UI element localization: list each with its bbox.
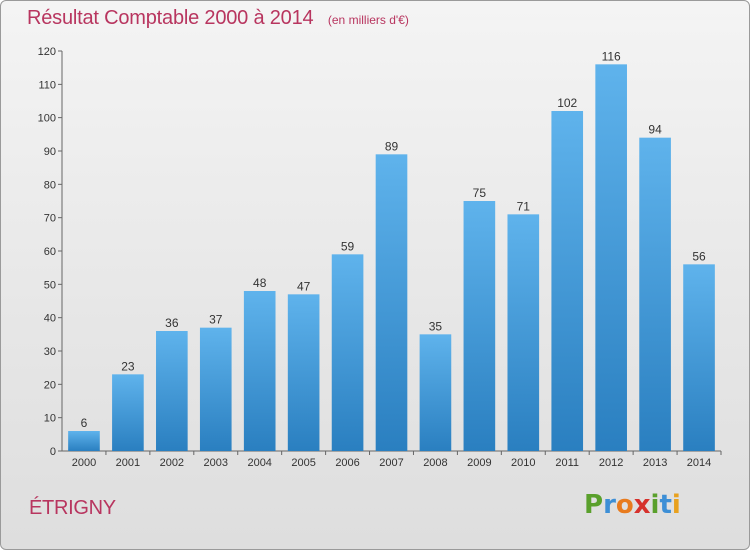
data-label: 94 (648, 123, 662, 137)
data-label: 102 (557, 96, 577, 110)
x-tick-label: 2005 (291, 457, 315, 469)
x-tick-label: 2013 (643, 457, 667, 469)
y-tick-label: 10 (44, 413, 56, 425)
data-label: 37 (209, 313, 223, 327)
x-tick-label: 2002 (160, 457, 184, 469)
bar (243, 291, 276, 451)
logo-letter: x (633, 490, 651, 520)
x-tick-label: 2001 (116, 457, 140, 469)
y-tick-label: 30 (44, 346, 56, 358)
x-tick-label: 2000 (72, 457, 96, 469)
x-tick-label: 2007 (379, 457, 403, 469)
x-tick-label: 2014 (687, 457, 711, 469)
data-label: 35 (429, 319, 443, 333)
logo-letter: i (671, 490, 681, 520)
x-tick-label: 2009 (467, 457, 491, 469)
x-tick-label: 2010 (511, 457, 535, 469)
bar (375, 154, 408, 452)
logo-letter: t (659, 490, 672, 520)
x-tick-label: 2011 (555, 457, 579, 469)
bar (199, 327, 232, 451)
y-tick-label: 70 (44, 213, 56, 225)
bar (507, 214, 540, 451)
data-label: 36 (165, 316, 179, 330)
y-tick-label: 50 (44, 279, 56, 291)
data-label: 56 (692, 249, 706, 263)
y-tick-label: 60 (44, 246, 56, 258)
y-tick-label: 80 (44, 179, 56, 191)
data-label: 48 (253, 276, 267, 290)
chart-unit: (en milliers d'€) (327, 13, 409, 27)
y-tick-label: 100 (38, 113, 56, 125)
y-tick-label: 110 (38, 79, 56, 91)
x-tick-label: 2006 (335, 457, 359, 469)
data-label: 59 (341, 239, 355, 253)
bar (331, 254, 364, 451)
logo-letter: o (615, 490, 634, 520)
bar (683, 264, 715, 451)
data-label: 116 (602, 49, 621, 63)
logo-letter: i (650, 490, 660, 520)
logo-letter: P (584, 490, 604, 520)
data-label: 6 (81, 416, 88, 430)
y-tick-label: 40 (44, 313, 56, 325)
bar (287, 294, 320, 451)
commune-name: ÉTRIGNY (29, 497, 116, 519)
y-tick-label: 20 (44, 379, 56, 391)
y-tick-label: 90 (44, 146, 56, 158)
bar (463, 201, 496, 451)
x-tick-label: 2003 (204, 457, 228, 469)
bar (595, 64, 627, 452)
data-label: 71 (517, 199, 531, 213)
chart-title-row: Résultat Comptable 2000 à 2014 (en milli… (27, 7, 409, 30)
data-label: 75 (473, 186, 487, 200)
y-tick-label: 0 (50, 446, 56, 458)
bar (419, 334, 452, 451)
bar (68, 431, 100, 451)
x-tick-label: 2004 (247, 457, 271, 469)
data-label: 23 (121, 359, 135, 373)
bar (551, 111, 584, 451)
x-tick-label: 2008 (423, 457, 447, 469)
chart-title: Résultat Comptable 2000 à 2014 (27, 7, 314, 29)
logo-letter: r (603, 490, 616, 520)
data-label: 89 (385, 139, 399, 153)
bar (112, 374, 144, 451)
y-tick-label: 120 (38, 46, 56, 58)
bar (156, 331, 188, 451)
x-tick-label: 2012 (599, 457, 623, 469)
bar (639, 137, 671, 451)
data-label: 47 (297, 279, 311, 293)
proxiti-logo: Proxiti (584, 490, 681, 520)
